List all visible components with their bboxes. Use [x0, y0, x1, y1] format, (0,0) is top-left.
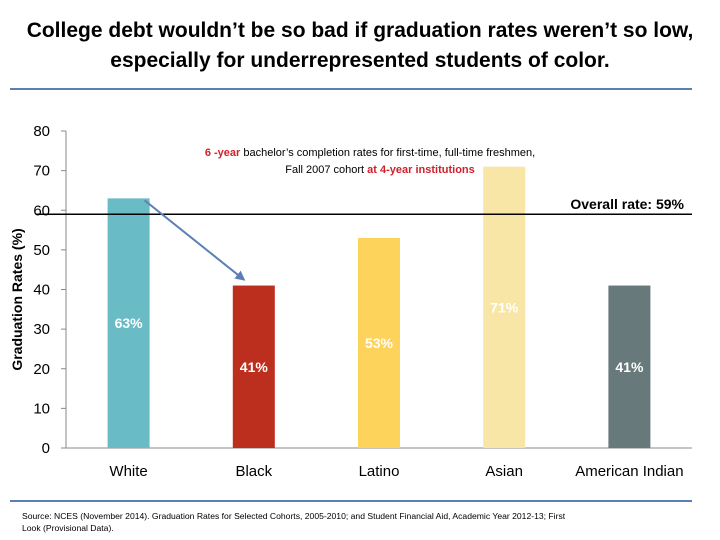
bar-value-label: 63% [115, 315, 144, 331]
title-line-1: College debt wouldn’t be so bad if gradu… [26, 19, 694, 42]
title-divider [10, 88, 692, 90]
bar-white [107, 198, 150, 448]
category-labels: White Black Latino Asian American Indian [109, 463, 683, 480]
title-line-2: especially for underrepresented students… [110, 49, 610, 72]
bar-value-labels: 63% 41% 53% 71% 41% [115, 299, 644, 374]
y-tick-label: 60 [33, 202, 50, 219]
y-tick-labels: 0 10 20 30 40 50 60 70 80 [33, 123, 66, 457]
bar-value-label: 41% [615, 359, 644, 375]
overall-rate-label: Overall rate: 59% [570, 196, 684, 212]
y-tick-label: 20 [33, 361, 50, 378]
y-tick-label: 0 [42, 440, 50, 457]
bar-value-label: 71% [490, 299, 519, 315]
category-label: Latino [359, 463, 400, 480]
annotation-line-1: 6 -year bachelor’s completion rates for … [205, 147, 535, 159]
arrow-white-to-black [143, 199, 246, 281]
annotation-6-year: 6 -year [205, 147, 241, 159]
bar-value-label: 41% [240, 359, 269, 375]
y-tick-label: 70 [33, 163, 50, 180]
bars [107, 166, 651, 448]
bar-black [232, 285, 275, 448]
annotation-line-2-text: Fall 2007 cohort [285, 164, 367, 176]
annotation-line-2: Fall 2007 cohort at 4-year institutions [285, 164, 475, 176]
category-label: American Indian [575, 463, 683, 480]
y-tick-label: 40 [33, 282, 50, 299]
bar-latino [358, 237, 400, 448]
annotation-line-1-text: bachelor’s completion rates for first-ti… [240, 147, 535, 159]
y-tick-label: 80 [33, 123, 50, 140]
y-tick-label: 10 [33, 400, 50, 417]
chart-title: College debt wouldn’t be so bad if gradu… [10, 16, 710, 76]
y-tick-label: 50 [33, 242, 50, 259]
category-label: Asian [485, 463, 523, 480]
bar-chart: 0 10 20 30 40 50 60 70 80 63% 41% 53% 71% 41% White B… [9, 123, 692, 480]
source-line-2: Look (Provisional Data). [22, 523, 114, 533]
y-axis-title: Graduation Rates (%) [9, 228, 25, 370]
category-label: White [109, 463, 147, 480]
y-tick-label: 30 [33, 321, 50, 338]
footer-divider [10, 500, 692, 502]
annotation-4-year: at 4-year institutions [367, 164, 475, 176]
source-note: Source: NCES (November 2014). Graduation… [22, 510, 682, 534]
category-label: Black [235, 463, 272, 480]
bar-american-indian [608, 285, 651, 448]
source-line-1: Source: NCES (November 2014). Graduation… [22, 511, 566, 521]
bar-value-label: 53% [365, 335, 394, 351]
